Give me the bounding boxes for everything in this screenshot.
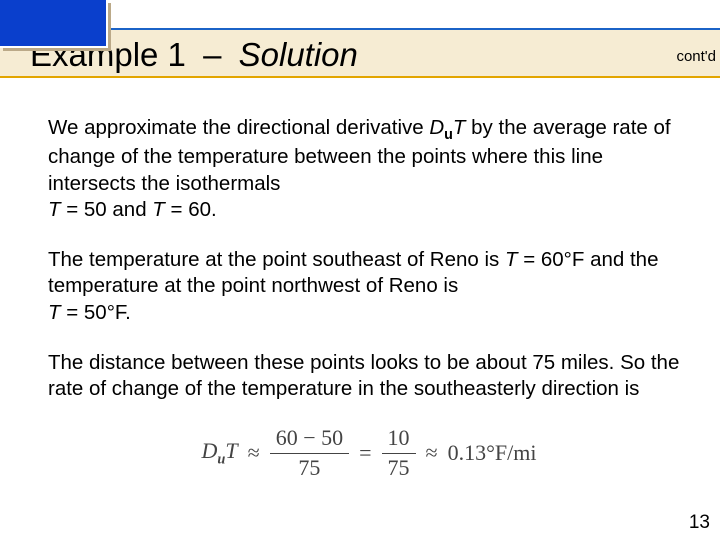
equation: DuT ≈ 60 − 50 75 = 10 75 ≈ 0.13°F/mi	[202, 426, 537, 479]
paragraph-1: We approximate the directional derivativ…	[48, 115, 690, 223]
page-number: 13	[689, 512, 710, 534]
paragraph-2: The temperature at the point southeast o…	[48, 247, 690, 326]
title-bar: Example 1 – Solution cont'd	[0, 28, 720, 78]
slide-header: Example 1 – Solution cont'd	[0, 0, 720, 90]
eq-frac1: 60 − 50 75	[270, 426, 349, 479]
accent-square	[0, 0, 108, 48]
p2-T2: T	[48, 301, 61, 324]
slide-body: We approximate the directional derivativ…	[48, 115, 690, 480]
p2-v1: = 60	[518, 248, 564, 271]
continued-label: cont'd	[676, 48, 716, 65]
eq-frac2-den: 75	[382, 454, 416, 480]
p2-T1: T	[505, 248, 518, 271]
eq-result: 0.13°F/mi	[448, 440, 537, 466]
p1-D: D	[429, 116, 444, 139]
paragraph-3: The distance between these points looks …	[48, 350, 690, 402]
eq-D: D	[202, 438, 218, 463]
title-suffix: Solution	[239, 36, 358, 73]
p2-text-a: The temperature at the point southeast o…	[48, 248, 505, 271]
eq-approx1: ≈	[248, 440, 260, 466]
eq-approx2: ≈	[426, 440, 438, 466]
p2-u2: °F.	[107, 301, 131, 324]
eq-frac2-num: 10	[382, 426, 416, 453]
p1-eq1: = 50 and	[61, 198, 153, 221]
p1-eq2: = 60.	[165, 198, 217, 221]
eq-frac2: 10 75	[382, 426, 416, 479]
eq-T: T	[225, 438, 237, 463]
p1-T2: T	[152, 198, 165, 221]
equation-row: DuT ≈ 60 − 50 75 = 10 75 ≈ 0.13°F/mi	[48, 426, 690, 479]
eq-frac1-num: 60 − 50	[270, 426, 349, 453]
p2-v2: = 50	[61, 301, 107, 324]
p1-text-a: We approximate the directional derivativ…	[48, 116, 429, 139]
title-dash: –	[203, 36, 221, 73]
p1-sub: u	[444, 127, 453, 143]
eq-frac1-den: 75	[292, 454, 326, 480]
p1-T: T	[453, 116, 466, 139]
eq-lhs: DuT	[202, 438, 238, 468]
p1-T1: T	[48, 198, 61, 221]
eq-equals: =	[359, 440, 371, 466]
